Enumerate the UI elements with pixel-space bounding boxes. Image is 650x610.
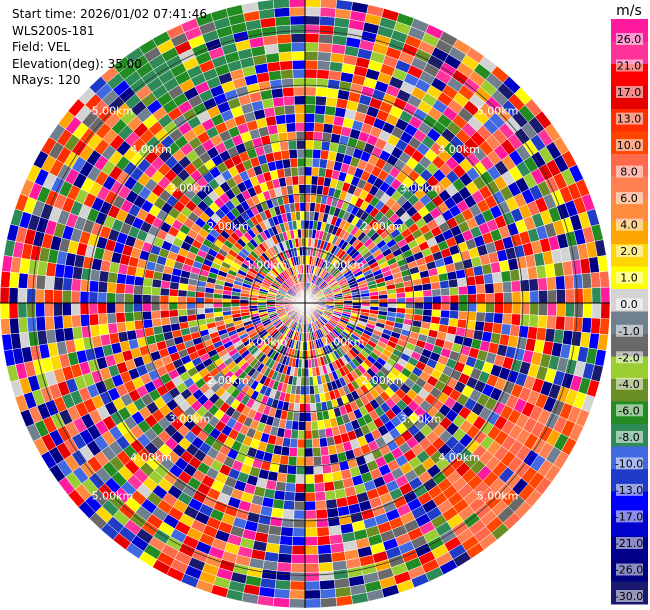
colorbar-tick-label: -21.0 [615, 537, 643, 550]
colorbar-tick-label: -1.0 [618, 325, 639, 338]
colorbar-tick-label: 10.0 [617, 139, 642, 152]
colorbar-tick-label: -6.0 [618, 404, 639, 417]
colorbar-tick-label: -8.0 [618, 431, 639, 444]
velocity-rays [0, 0, 611, 609]
colorbar-tick-label: -4.0 [618, 378, 639, 391]
colorbar-tick-label: 0.0 [620, 298, 638, 311]
colorbar-tick-label: 1.0 [620, 272, 638, 285]
colorbar-tick-label: 6.0 [620, 192, 638, 205]
colorbar-tick-label: 13.0 [617, 113, 642, 126]
colorbar-tick-label: -2.0 [618, 351, 639, 364]
colorbar-tick-label: 26.0 [617, 33, 642, 46]
colorbar-tick-label: -10.0 [615, 457, 643, 470]
colorbar-tick-label: 8.0 [620, 166, 638, 179]
colorbar-tick-label: -26.0 [615, 564, 643, 577]
colorbar-tick-label: -13.0 [615, 484, 643, 497]
colorbar-unit: m/s [616, 3, 642, 19]
colorbar-tick-label: 4.0 [620, 219, 638, 232]
colorbar-tick-label: -30.0 [615, 590, 643, 603]
colorbar-tick-label: 21.0 [617, 60, 642, 73]
colorbar-tick-label: 17.0 [617, 86, 642, 99]
colorbar-tick-label: -17.0 [615, 510, 643, 523]
colorbar-tick-label: 2.0 [620, 245, 638, 258]
